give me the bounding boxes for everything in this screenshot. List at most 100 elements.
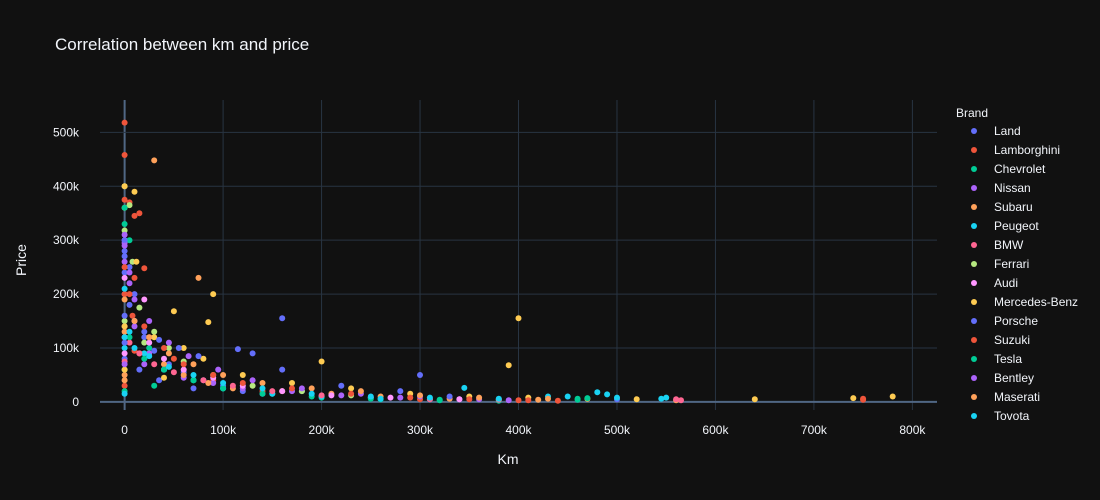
data-point — [407, 394, 414, 401]
legend-marker — [971, 337, 977, 343]
legend-item[interactable]: Audi — [971, 276, 1018, 290]
data-point — [170, 308, 177, 315]
data-point — [175, 345, 182, 351]
legend-item[interactable]: Porsche — [971, 314, 1038, 328]
data-point — [298, 385, 305, 392]
data-point — [156, 377, 163, 384]
data-point — [505, 362, 512, 369]
grid — [100, 100, 937, 410]
data-point — [678, 397, 684, 404]
data-point — [495, 395, 502, 402]
data-point — [190, 372, 197, 378]
data-point — [249, 382, 256, 389]
x-tick-label: 600k — [702, 423, 729, 437]
legend-title: Brand — [956, 106, 988, 120]
data-point — [141, 323, 148, 330]
data-point — [377, 395, 384, 402]
legend-marker — [971, 394, 977, 400]
y-tick-label: 300k — [53, 233, 80, 247]
data-point — [121, 361, 128, 368]
legend-item[interactable]: Tovota — [971, 409, 1030, 423]
legend-item[interactable]: Lamborghini — [971, 143, 1060, 157]
data-point — [121, 296, 128, 303]
data-point — [436, 396, 443, 403]
data-point — [146, 339, 153, 346]
data-point — [121, 328, 128, 335]
data-point — [151, 361, 158, 368]
data-point — [249, 350, 256, 357]
data-point — [614, 394, 620, 401]
data-point — [165, 339, 172, 346]
series-tovota — [121, 334, 665, 402]
x-axis-ticks: 0 100k 200k 300k 400k 500k 600k 700k 800k — [121, 423, 926, 437]
legend-item[interactable]: Bentley — [971, 371, 1034, 385]
legend-item[interactable]: Land — [971, 124, 1021, 138]
data-point — [121, 242, 128, 249]
data-point — [417, 392, 423, 399]
data-point — [604, 391, 611, 398]
data-point — [190, 385, 197, 392]
legend-item[interactable]: Tesla — [971, 352, 1022, 366]
legend-item[interactable]: Chevrolet — [971, 162, 1046, 176]
chart-title: Correlation between km and price — [55, 35, 309, 54]
data-point — [161, 374, 167, 381]
data-point — [121, 221, 128, 227]
data-point — [136, 366, 143, 373]
y-tick-label: 100k — [53, 341, 80, 355]
data-point — [131, 291, 138, 298]
y-tick-label: 500k — [53, 125, 80, 139]
data-point — [466, 396, 473, 403]
legend-marker — [971, 356, 977, 362]
data-point — [259, 390, 266, 397]
data-point — [141, 339, 148, 346]
legend-marker — [971, 223, 977, 229]
series-land — [121, 237, 423, 401]
data-point — [318, 358, 325, 365]
legend[interactable]: Brand Land Lamborghini Chevrolet Nissan Suba… — [956, 106, 1078, 423]
data-point — [161, 366, 167, 373]
legend-marker — [971, 242, 977, 248]
data-point — [259, 385, 266, 392]
legend-label: Suzuki — [994, 333, 1030, 347]
legend-marker — [971, 318, 977, 324]
data-point — [190, 377, 197, 384]
legend-item[interactable]: Mercedes-Benz — [971, 295, 1078, 309]
data-point — [574, 395, 581, 402]
data-point — [121, 119, 128, 126]
data-point — [131, 345, 138, 351]
data-point — [170, 355, 177, 362]
legend-label: Porsche — [994, 314, 1038, 328]
legend-item[interactable]: Subaru — [971, 200, 1033, 214]
data-point — [180, 372, 187, 378]
data-point — [121, 323, 128, 330]
series-subaru — [121, 157, 680, 404]
data-point — [126, 301, 133, 308]
legend-marker — [971, 204, 977, 210]
legend-item[interactable]: Ferrari — [971, 257, 1029, 271]
legend-label: Mercedes-Benz — [994, 295, 1078, 309]
data-point — [146, 334, 153, 341]
legend-item[interactable]: Maserati — [971, 390, 1040, 404]
legend-item[interactable]: Suzuki — [971, 333, 1030, 347]
data-point — [141, 334, 148, 341]
data-point — [126, 202, 133, 209]
data-point — [121, 231, 128, 238]
data-point — [121, 264, 128, 271]
data-point — [515, 315, 522, 322]
data-point — [210, 291, 217, 298]
legend-item[interactable]: Peugeot — [971, 219, 1039, 233]
data-point — [126, 280, 133, 287]
y-tick-label: 0 — [72, 395, 79, 409]
data-point — [239, 372, 246, 378]
legend-marker — [971, 261, 977, 267]
legend-item[interactable]: BMW — [971, 238, 1024, 252]
legend-item[interactable]: Nissan — [971, 181, 1031, 195]
series-peugeot — [121, 285, 670, 403]
data-point — [121, 258, 128, 265]
data-points — [121, 119, 896, 404]
data-point — [121, 253, 128, 260]
data-point — [397, 394, 404, 401]
data-point — [131, 212, 138, 219]
data-point — [234, 346, 241, 353]
data-point — [126, 237, 133, 244]
